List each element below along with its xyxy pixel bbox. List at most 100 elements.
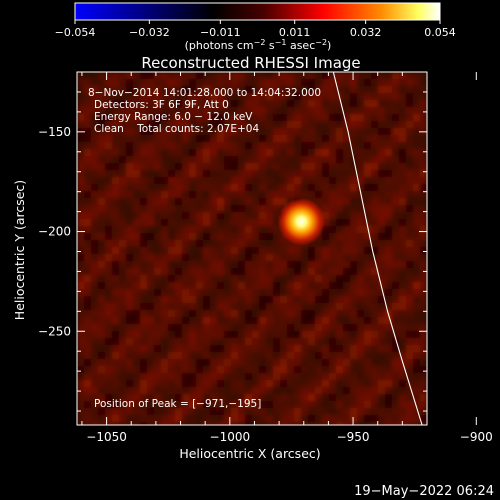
heatmap-cell <box>280 191 287 198</box>
heatmap-cell <box>196 373 203 380</box>
heatmap-cell <box>252 170 259 177</box>
heatmap-cell <box>119 72 126 79</box>
heatmap-cell <box>357 268 364 275</box>
heatmap-cell <box>91 394 98 401</box>
heatmap-cell <box>196 261 203 268</box>
heatmap-cell <box>364 415 371 422</box>
heatmap-cell <box>231 212 238 219</box>
heatmap-cell <box>224 240 231 247</box>
heatmap-cell <box>315 198 322 205</box>
heatmap-cell <box>196 247 203 254</box>
heatmap-cell <box>343 261 350 268</box>
heatmap-cell <box>315 401 322 408</box>
heatmap-cell <box>140 205 147 212</box>
heatmap-cell <box>112 268 119 275</box>
heatmap-cell <box>126 100 133 107</box>
heatmap-cell <box>217 177 224 184</box>
heatmap-cell <box>203 380 210 387</box>
heatmap-cell <box>329 338 336 345</box>
heatmap-cell <box>385 198 392 205</box>
heatmap-cell <box>308 401 315 408</box>
heatmap-cell <box>413 191 420 198</box>
heatmap-cell <box>343 212 350 219</box>
heatmap-cell <box>343 198 350 205</box>
heatmap-cell <box>203 282 210 289</box>
heatmap-cell <box>252 79 259 86</box>
heatmap-cell <box>126 72 133 79</box>
heatmap-cell <box>315 303 322 310</box>
heatmap-cell <box>91 324 98 331</box>
heatmap-cell <box>231 128 238 135</box>
heatmap-cell <box>315 247 322 254</box>
heatmap-cell <box>140 107 147 114</box>
heatmap-cell <box>112 149 119 156</box>
heatmap-cell <box>266 240 273 247</box>
heatmap-cell <box>315 93 322 100</box>
heatmap-cell <box>413 107 420 114</box>
heatmap-cell <box>378 380 385 387</box>
heatmap-cell <box>147 233 154 240</box>
heatmap-cell <box>161 212 168 219</box>
heatmap-cell <box>133 100 140 107</box>
heatmap-cell <box>420 247 427 254</box>
heatmap-cell <box>168 93 175 100</box>
heatmap-cell <box>168 359 175 366</box>
heatmap-cell <box>357 387 364 394</box>
heatmap-cell <box>385 156 392 163</box>
heatmap-cell <box>203 310 210 317</box>
heatmap-cell <box>224 100 231 107</box>
heatmap-cell <box>357 156 364 163</box>
heatmap-cell <box>420 240 427 247</box>
heatmap-cell <box>231 205 238 212</box>
heatmap-cell <box>329 408 336 415</box>
heatmap-cell <box>420 72 427 79</box>
heatmap-cell <box>231 240 238 247</box>
heatmap-cell <box>168 86 175 93</box>
heatmap-cell <box>161 394 168 401</box>
heatmap-cell <box>140 100 147 107</box>
heatmap-cell <box>231 142 238 149</box>
heatmap-cell <box>413 205 420 212</box>
heatmap-cell <box>105 345 112 352</box>
heatmap-cell <box>357 198 364 205</box>
heatmap-cell <box>336 310 343 317</box>
heatmap-cell <box>371 191 378 198</box>
heatmap-cell <box>315 163 322 170</box>
heatmap-cell <box>364 422 371 425</box>
heatmap-cell <box>392 198 399 205</box>
heatmap-cell <box>140 352 147 359</box>
heatmap-cell <box>98 226 105 233</box>
heatmap-cell <box>399 149 406 156</box>
heatmap-cell <box>91 100 98 107</box>
heatmap-cell <box>350 191 357 198</box>
heatmap-cell <box>91 219 98 226</box>
heatmap-cell <box>238 177 245 184</box>
heatmap-cell <box>343 184 350 191</box>
heatmap-cell <box>196 282 203 289</box>
heatmap-cell <box>294 163 301 170</box>
heatmap-cell <box>154 135 161 142</box>
heatmap-cell <box>182 128 189 135</box>
heatmap-cell <box>105 296 112 303</box>
heatmap-cell <box>406 240 413 247</box>
heatmap-cell <box>140 135 147 142</box>
heatmap-cell <box>175 380 182 387</box>
heatmap-cell <box>308 331 315 338</box>
heatmap-cell <box>259 128 266 135</box>
heatmap-cell <box>294 170 301 177</box>
heatmap-cell <box>147 163 154 170</box>
heatmap-cell <box>119 324 126 331</box>
heatmap-cell <box>210 170 217 177</box>
heatmap-cell <box>168 177 175 184</box>
heatmap-cell <box>252 121 259 128</box>
heatmap-cell <box>364 296 371 303</box>
heatmap-cell <box>273 247 280 254</box>
heatmap-cell <box>252 254 259 261</box>
heatmap-cell <box>196 149 203 156</box>
heatmap-cell <box>182 240 189 247</box>
heatmap-cell <box>161 345 168 352</box>
heatmap-cell <box>420 149 427 156</box>
heatmap-cell <box>231 121 238 128</box>
heatmap-cell <box>168 275 175 282</box>
heatmap-cell <box>133 93 140 100</box>
